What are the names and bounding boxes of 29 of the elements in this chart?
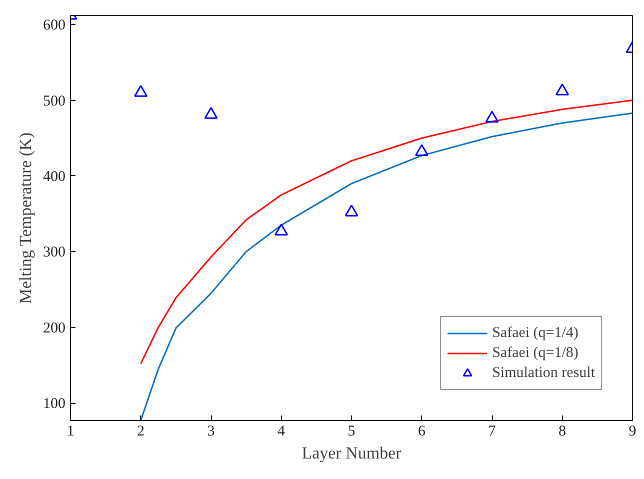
x-tick-label: 4 [278, 424, 286, 440]
point [134, 85, 148, 97]
x-tick-label: 1 [66, 424, 74, 440]
y-tick-label: 300 [43, 244, 66, 261]
point [344, 204, 358, 217]
y-tick-label: 400 [43, 168, 66, 185]
point [415, 144, 428, 156]
x-tick-label: 8 [558, 424, 566, 440]
x-axis-title: Layer Number [302, 444, 402, 462]
point [556, 84, 569, 96]
legend-label: Simulation result [492, 364, 595, 382]
line-series [140, 112, 632, 420]
legend-label: Safaei (q=1/4) [492, 324, 578, 342]
x-tick-label: 7 [488, 424, 496, 440]
point [485, 110, 499, 123]
x-tick-label: 6 [418, 424, 426, 440]
y-axis-title: Melting Temperature (K) [16, 132, 35, 304]
y-tick-label: 100 [43, 396, 66, 412]
y-tick-label: 600 [43, 18, 66, 34]
point [204, 106, 218, 119]
line-series [140, 100, 632, 364]
x-tick-label: 9 [628, 424, 636, 440]
x-tick-label: 3 [207, 424, 215, 440]
x-tick-label: 2 [137, 424, 144, 440]
legend-label: Safaei (q=1/8) [492, 344, 578, 362]
point [274, 224, 288, 236]
x-tick-label: 5 [348, 424, 356, 440]
y-tick-label: 200 [43, 320, 66, 336]
y-tick-label: 500 [43, 93, 66, 110]
